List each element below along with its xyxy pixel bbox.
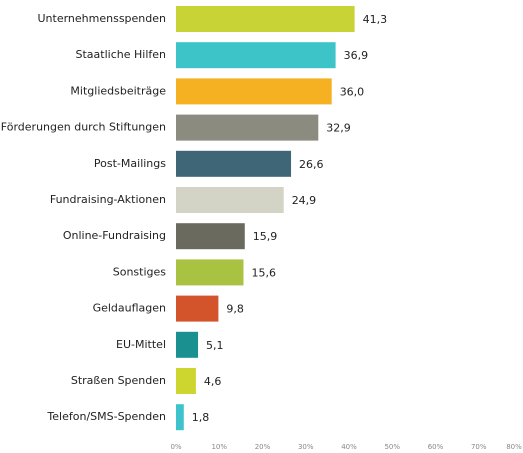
bar	[176, 150, 292, 177]
bar	[176, 187, 284, 213]
y-tick-label: Sonstiges	[113, 265, 167, 278]
x-tick-label: 10%	[211, 443, 227, 451]
value-label: 5,1	[206, 339, 224, 352]
x-tick-label: 20%	[255, 443, 271, 451]
x-tick-label: 80%	[506, 443, 522, 451]
value-label: 26,6	[299, 158, 324, 171]
y-tick-label: Geldauflagen	[93, 302, 166, 315]
y-tick-label: Mitgliedsbeiträge	[70, 84, 166, 97]
bar	[176, 114, 319, 141]
y-tick-label: Förderungen durch Stiftungen	[1, 121, 166, 134]
y-tick-label: Unternehmensspenden	[37, 12, 166, 25]
bar	[176, 6, 355, 32]
value-label: 15,6	[251, 266, 276, 279]
value-label: 24,9	[292, 194, 317, 207]
y-tick-label: Staatliche Hilfen	[76, 48, 167, 61]
y-tick-label: Telefon/SMS-Spenden	[46, 410, 166, 423]
value-label: 41,3	[363, 13, 388, 26]
bar	[176, 78, 332, 105]
y-tick-label: EU-Mittel	[116, 338, 166, 351]
x-tick-label: 40%	[341, 443, 357, 451]
x-tick-label: 70%	[471, 443, 487, 451]
x-tick-label: 60%	[428, 443, 444, 451]
value-label: 32,9	[326, 122, 351, 135]
bar	[176, 331, 199, 358]
y-tick-label: Post-Mailings	[94, 157, 166, 170]
bar	[176, 223, 245, 250]
y-tick-label: Fundraising-Aktionen	[50, 193, 166, 206]
value-label: 1,8	[192, 411, 210, 424]
x-tick-label: 30%	[298, 443, 314, 451]
x-tick-label: 50%	[384, 443, 400, 451]
value-label: 15,9	[253, 230, 278, 243]
bar	[176, 295, 219, 322]
x-tick-label: 0%	[170, 443, 181, 451]
bar	[176, 42, 336, 69]
value-label: 9,8	[226, 303, 244, 316]
value-label: 4,6	[204, 375, 222, 388]
y-tick-label: Online-Fundraising	[63, 229, 166, 242]
bar	[176, 368, 196, 394]
bar	[176, 259, 244, 286]
value-label: 36,9	[344, 49, 369, 62]
value-label: 36,0	[340, 85, 365, 98]
y-tick-label: Straßen Spenden	[71, 374, 166, 387]
bar	[176, 404, 184, 431]
